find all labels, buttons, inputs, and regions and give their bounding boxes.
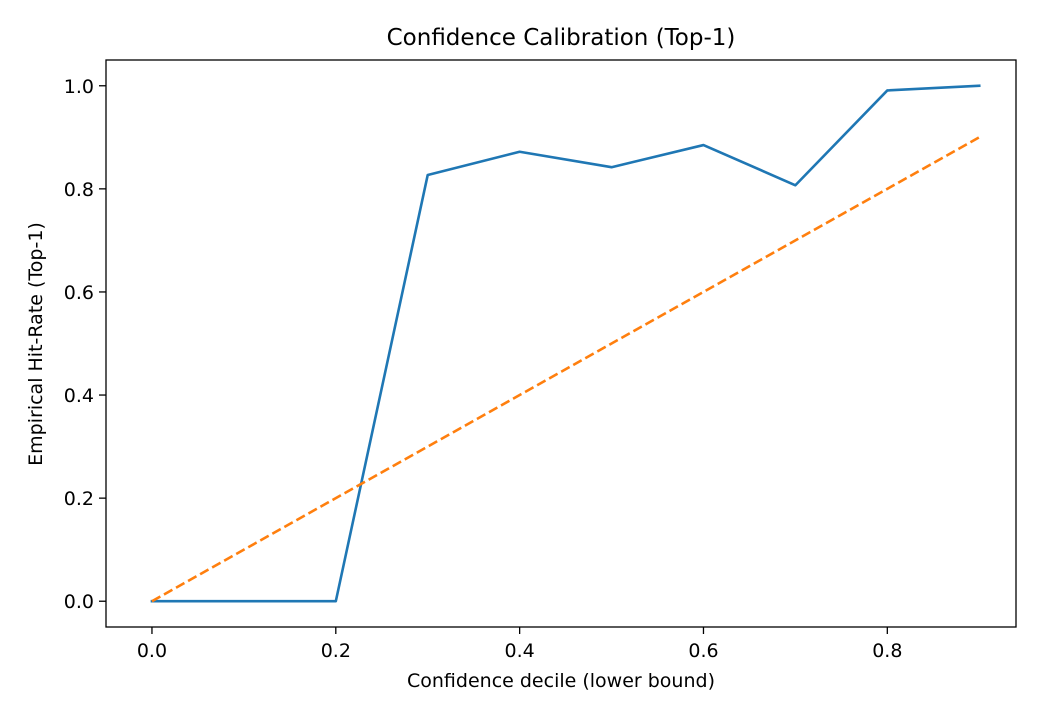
y-tick-label: 0.6: [64, 282, 94, 304]
y-tick-label: 0.4: [64, 385, 94, 407]
x-tick-label: 0.8: [872, 640, 902, 662]
chart-title: Confidence Calibration (Top-1): [387, 25, 736, 51]
y-tick-label: 1.0: [64, 76, 94, 98]
x-tick-label: 0.4: [505, 640, 535, 662]
hit-rate-series-line: [150, 84, 981, 603]
x-tick-label: 0.6: [688, 640, 718, 662]
x-axis-title: Confidence decile (lower bound): [407, 670, 715, 692]
y-tick-label: 0.8: [64, 179, 94, 201]
y-axis-title: Empirical Hit-Rate (Top-1): [25, 222, 47, 466]
x-tick-label: 0.2: [321, 640, 351, 662]
reference-diagonal-line: [151, 136, 980, 603]
y-tick-label: 0.2: [64, 488, 94, 510]
plot-frame: [105, 59, 1017, 628]
y-tick-label: 0.0: [64, 591, 94, 613]
x-tick-label: 0.0: [137, 640, 167, 662]
